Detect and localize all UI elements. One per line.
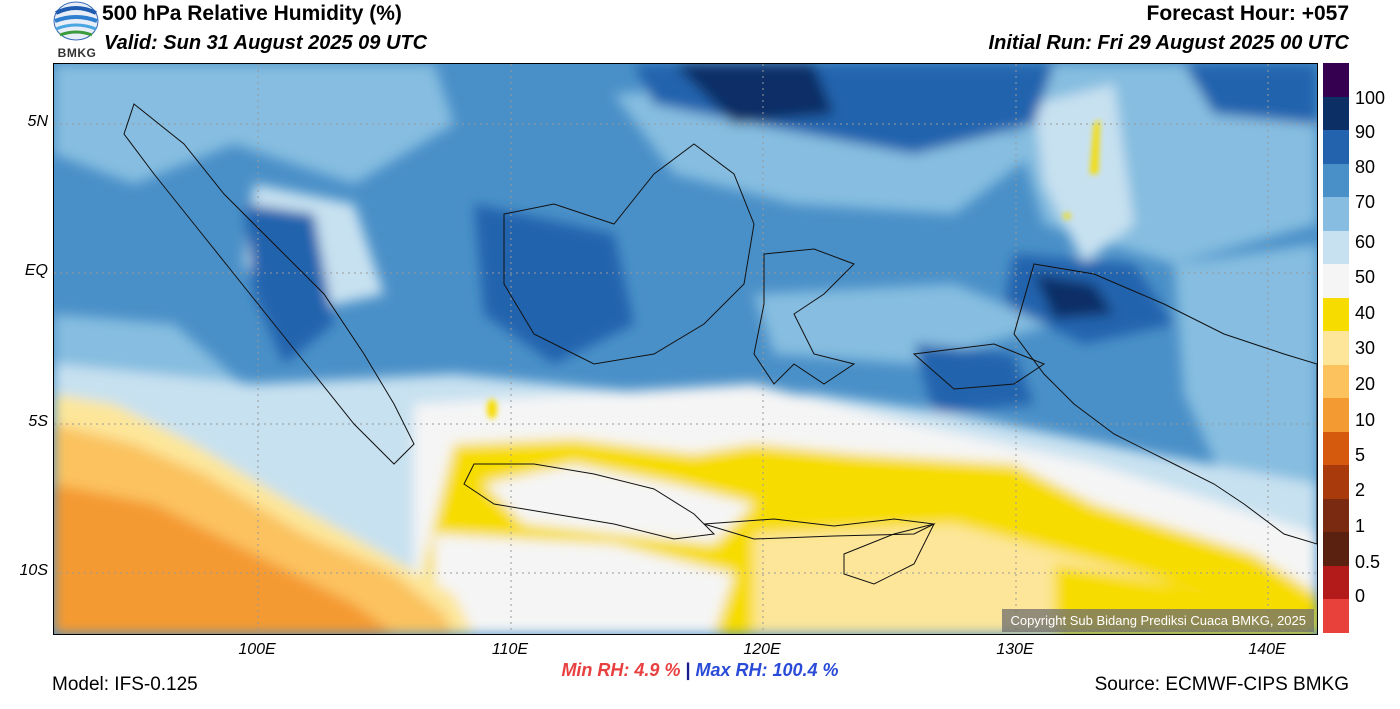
colorbar-segment xyxy=(1323,498,1349,533)
colorbar-segment xyxy=(1323,398,1349,433)
colorbar-segment xyxy=(1323,197,1349,232)
colorbar-segment xyxy=(1323,331,1349,366)
lat-label-5n: 5N xyxy=(27,113,48,130)
colorbar xyxy=(1323,63,1349,634)
colorbar-segment xyxy=(1323,532,1349,567)
colorbar-segment xyxy=(1323,264,1349,299)
humidity-map xyxy=(53,63,1318,635)
lat-label-eq: EQ xyxy=(24,262,48,279)
colorbar-segment xyxy=(1323,565,1349,600)
max-rh: Max RH: 100.4 % xyxy=(695,660,839,680)
min-rh: Min RH: 4.9 % xyxy=(561,660,681,680)
forecast-hour: Forecast Hour: +057 xyxy=(1146,2,1350,25)
lat-label-10s: 10S xyxy=(19,562,48,579)
copyright-notice: Copyright Sub Bidang Prediksi Cuaca BMKG… xyxy=(1002,609,1314,632)
lat-label-5s: 5S xyxy=(28,413,48,430)
colorbar-label-20: 20 xyxy=(1355,374,1376,394)
source-info: Source: ECMWF-CIPS BMKG xyxy=(1094,674,1349,695)
colorbar-segment xyxy=(1323,130,1349,165)
colorbar-segment xyxy=(1323,599,1349,634)
colorbar-segment xyxy=(1323,297,1349,332)
coastlines xyxy=(123,103,1317,585)
colorbar-label-50: 50 xyxy=(1355,267,1376,287)
humidity-map-svg xyxy=(54,64,1317,634)
colorbar-label-70: 70 xyxy=(1355,192,1376,212)
initial-run: Initial Run: Fri 29 August 2025 00 UTC xyxy=(988,32,1349,54)
colorbar-label-1: 1 xyxy=(1355,516,1366,536)
chart-title: 500 hPa Relative Humidity (%) xyxy=(102,2,402,25)
graticule xyxy=(54,64,1317,634)
model-info: Model: IFS-0.125 xyxy=(52,674,198,695)
colorbar-label-10: 10 xyxy=(1355,410,1376,430)
colorbar-label-5: 5 xyxy=(1355,445,1366,465)
lon-label-100e: 100E xyxy=(238,641,276,658)
colorbar-label-40: 40 xyxy=(1355,303,1376,323)
lon-label-130e: 130E xyxy=(996,641,1034,658)
colorbar-segment xyxy=(1323,465,1349,500)
stats-separator: | xyxy=(680,660,696,680)
colorbar-label-30: 30 xyxy=(1355,338,1376,358)
colorbar-segment xyxy=(1323,96,1349,131)
colorbar-label-2: 2 xyxy=(1355,480,1366,500)
colorbar-segment xyxy=(1323,63,1349,97)
colorbar-label-80: 80 xyxy=(1355,157,1376,177)
lon-label-140e: 140E xyxy=(1248,641,1286,658)
valid-time: Valid: Sun 31 August 2025 09 UTC xyxy=(104,32,428,54)
bmkg-logo xyxy=(52,1,100,63)
colorbar-label-0: 0 xyxy=(1355,586,1366,606)
colorbar-label-90: 90 xyxy=(1355,122,1376,142)
colorbar-label-60: 60 xyxy=(1355,232,1376,252)
logo-text: BMKG xyxy=(57,46,97,60)
colorbar-label-100: 100 xyxy=(1355,88,1386,108)
lon-label-110e: 110E xyxy=(491,641,529,658)
colorbar-segment xyxy=(1323,431,1349,466)
colorbar-segment xyxy=(1323,364,1349,399)
rh-stats: Min RH: 4.9 % | Max RH: 100.4 % xyxy=(0,660,1400,681)
colorbar-label-0-5: 0.5 xyxy=(1355,552,1381,572)
colorbar-segment xyxy=(1323,163,1349,198)
lon-label-120e: 120E xyxy=(743,641,781,658)
colorbar-segment xyxy=(1323,230,1349,265)
